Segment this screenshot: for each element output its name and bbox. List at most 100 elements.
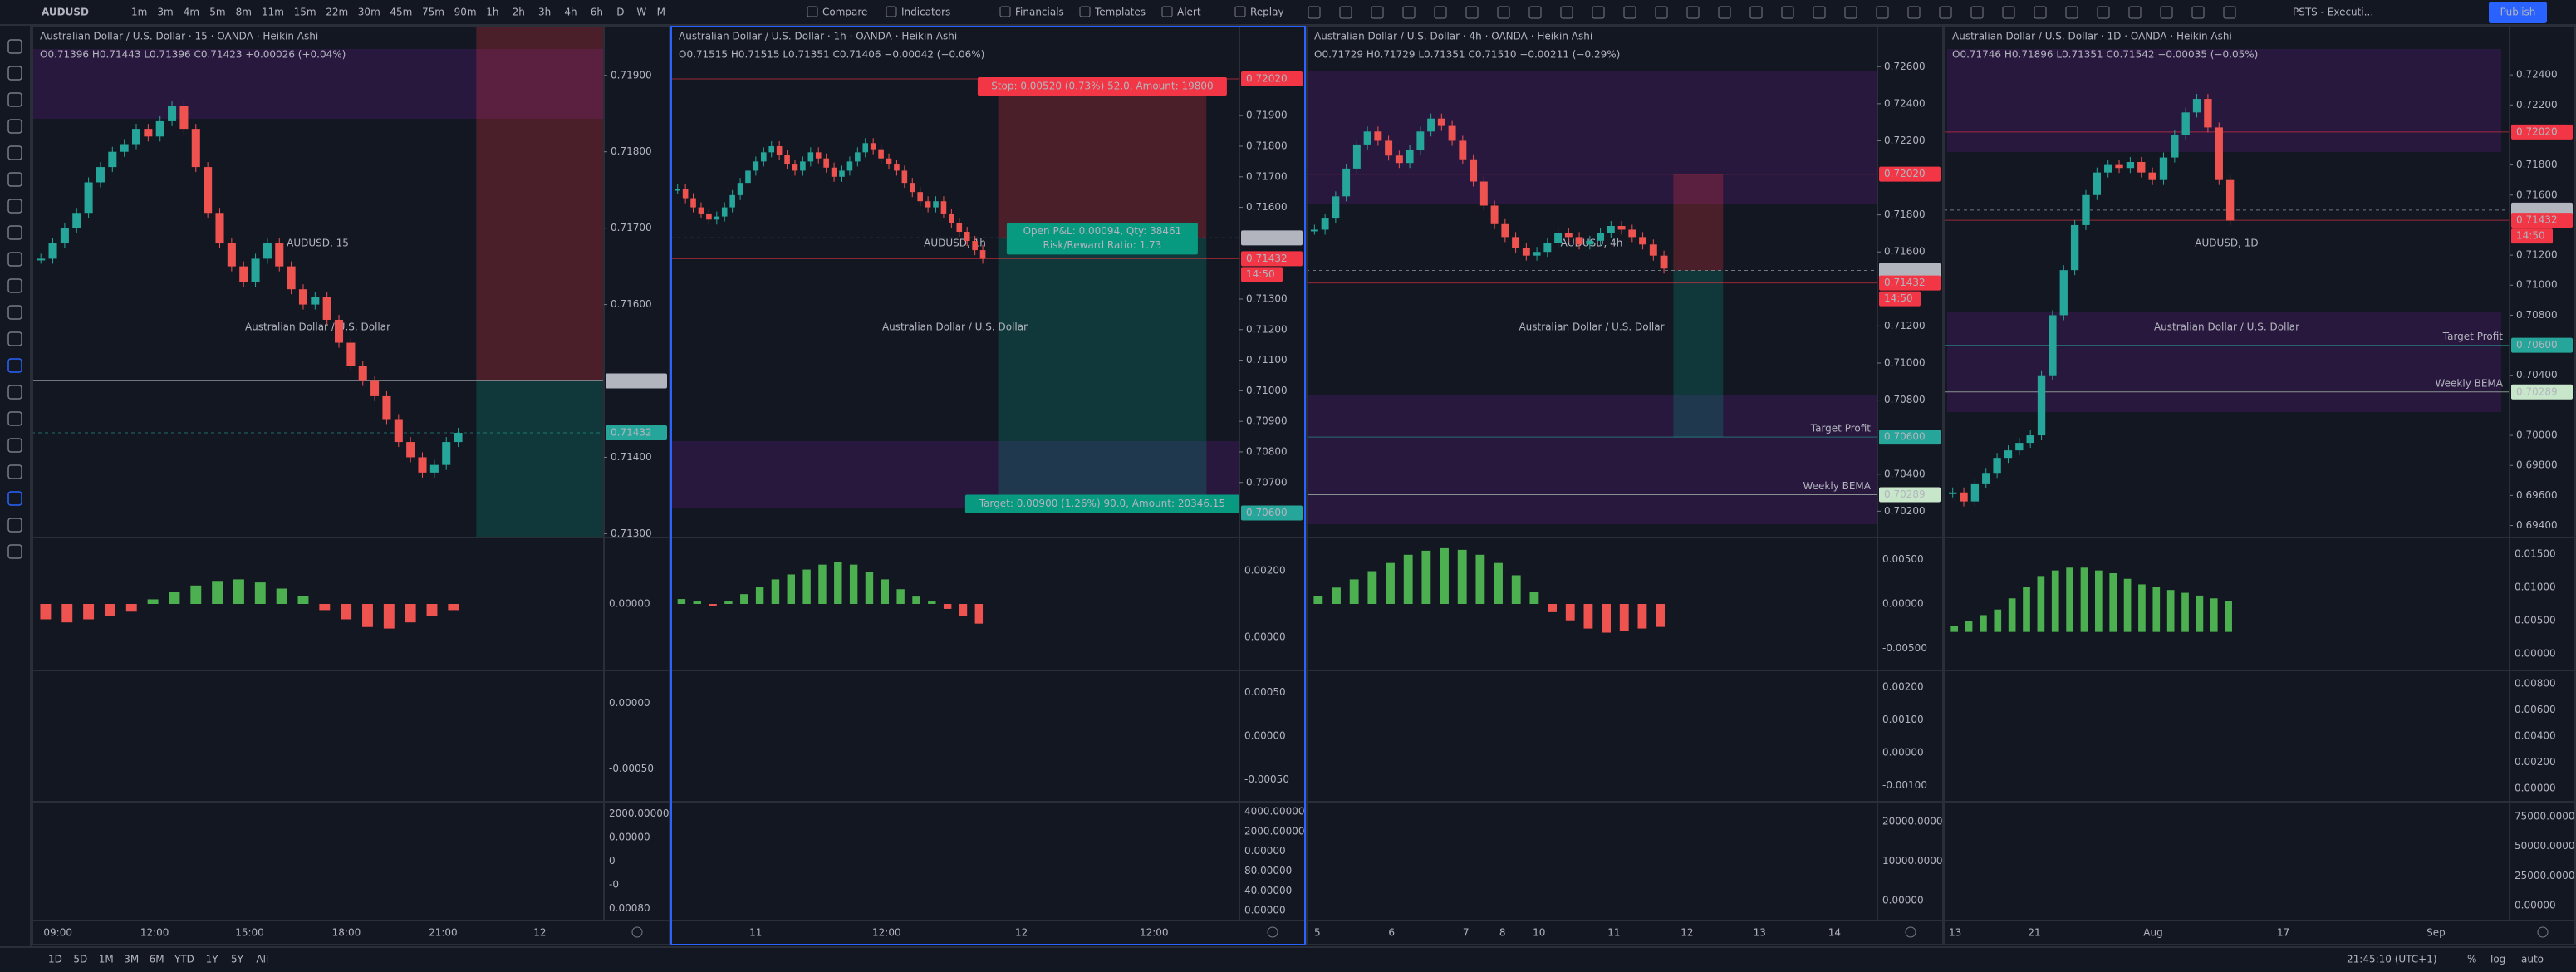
tool-icon[interactable] [2097, 6, 2110, 19]
interval-button[interactable]: M [657, 7, 665, 18]
tool-icon[interactable] [2223, 6, 2236, 19]
drawing-tool[interactable] [7, 518, 22, 533]
tool-icon[interactable] [1592, 6, 1605, 19]
interval-button[interactable]: 22m [326, 7, 348, 18]
drawing-tool[interactable] [7, 39, 22, 54]
interval-button[interactable]: W [636, 7, 646, 18]
tool-icon[interactable] [1970, 6, 1984, 19]
menu-button[interactable]: Templates [1094, 7, 1146, 18]
menu-button[interactable]: Replay [1250, 7, 1284, 18]
range-button[interactable]: 1M [99, 954, 114, 965]
scale-toggle[interactable]: log [2490, 954, 2505, 965]
tool-icon[interactable] [1781, 6, 1794, 19]
drawing-tool[interactable] [7, 199, 22, 214]
tool-icon[interactable] [1907, 6, 1921, 19]
publish-button[interactable]: Publish [2500, 7, 2536, 18]
range-button[interactable]: 5D [73, 954, 87, 965]
interval-button[interactable]: 30m [358, 7, 380, 18]
chart-header[interactable]: Australian Dollar / U.S. Dollar · 15 · O… [40, 31, 318, 42]
chart-header[interactable]: Australian Dollar / U.S. Dollar · 1D · O… [1952, 31, 2232, 42]
tool-icon[interactable] [1876, 6, 1889, 19]
drawing-tool[interactable] [7, 491, 22, 506]
settings-icon[interactable] [2537, 926, 2549, 938]
drawing-tool[interactable] [7, 172, 22, 187]
settings-icon[interactable] [631, 926, 643, 938]
range-button[interactable]: 1D [48, 954, 62, 965]
drawing-tool[interactable] [7, 411, 22, 426]
chart-header[interactable]: Australian Dollar / U.S. Dollar · 1h · O… [679, 31, 957, 42]
drawing-tool[interactable] [7, 358, 22, 373]
menu-button[interactable]: Compare [822, 7, 867, 18]
tool-icon[interactable] [1308, 6, 1321, 19]
drawing-tool[interactable] [7, 145, 22, 160]
drawing-tool[interactable] [7, 385, 22, 400]
tool-icon[interactable] [1339, 6, 1352, 19]
drawing-tool[interactable] [7, 544, 22, 559]
symbol-search[interactable]: AUDUSD [42, 7, 89, 18]
tool-icon[interactable] [1465, 6, 1479, 19]
range-button[interactable]: 3M [124, 954, 139, 965]
range-button[interactable]: 1Y [206, 954, 219, 965]
settings-icon[interactable] [1905, 926, 1916, 938]
interval-button[interactable]: 2h [513, 7, 525, 18]
tool-icon[interactable] [1749, 6, 1763, 19]
range-button[interactable]: YTD [174, 954, 194, 965]
interval-button[interactable]: 75m [422, 7, 444, 18]
tool-icon[interactable] [1718, 6, 1731, 19]
tool-icon[interactable] [1371, 6, 1384, 19]
tool-icon[interactable] [2065, 6, 2078, 19]
range-button[interactable]: All [256, 954, 268, 965]
range-button[interactable]: 6M [150, 954, 164, 965]
settings-icon[interactable] [1267, 926, 1278, 938]
drawing-tool[interactable] [7, 119, 22, 134]
tool-icon[interactable] [2160, 6, 2173, 19]
interval-button[interactable]: 6h [591, 7, 603, 18]
chart-header[interactable]: Australian Dollar / U.S. Dollar · 4h · O… [1314, 31, 1592, 42]
scale-toggle[interactable]: % [2467, 954, 2476, 965]
interval-button[interactable]: 1m [131, 7, 147, 18]
layout-name[interactable]: PSTS - Executi... [2293, 7, 2373, 18]
tool-icon[interactable] [2002, 6, 2015, 19]
tool-icon[interactable] [1686, 6, 1700, 19]
tool-icon[interactable] [1813, 6, 1826, 19]
drawing-tool[interactable] [7, 305, 22, 320]
interval-button[interactable]: 5m [209, 7, 225, 18]
tool-icon[interactable] [1655, 6, 1668, 19]
interval-button[interactable]: 45m [390, 7, 412, 18]
publish-button-bg[interactable] [2489, 2, 2547, 23]
interval-button[interactable]: 4h [564, 7, 577, 18]
tool-icon[interactable] [1528, 6, 1542, 19]
interval-button[interactable]: 11m [262, 7, 284, 18]
tool-icon[interactable] [1623, 6, 1636, 19]
drawing-tool[interactable] [7, 278, 22, 293]
tool-icon[interactable] [2034, 6, 2047, 19]
menu-button[interactable]: Financials [1015, 7, 1064, 18]
interval-button[interactable]: 3m [157, 7, 173, 18]
tool-icon[interactable] [1844, 6, 1857, 19]
drawing-tool[interactable] [7, 92, 22, 107]
tool-icon[interactable] [1497, 6, 1510, 19]
drawing-tool[interactable] [7, 331, 22, 346]
range-button[interactable]: 5Y [231, 954, 244, 965]
drawing-tool[interactable] [7, 464, 22, 479]
interval-button[interactable]: 8m [236, 7, 252, 18]
scale-toggle[interactable]: auto [2521, 954, 2544, 965]
drawing-tool[interactable] [7, 225, 22, 240]
tool-icon[interactable] [1434, 6, 1447, 19]
drawing-tool[interactable] [7, 66, 22, 81]
menu-button[interactable]: Alert [1177, 7, 1201, 18]
interval-button[interactable]: D [616, 7, 624, 18]
menu-button[interactable]: Indicators [901, 7, 950, 18]
interval-button[interactable]: 3h [538, 7, 551, 18]
tool-icon[interactable] [1402, 6, 1416, 19]
drawing-tool[interactable] [7, 438, 22, 453]
interval-button[interactable]: 15m [294, 7, 316, 18]
interval-button[interactable]: 1h [486, 7, 498, 18]
tool-icon[interactable] [2191, 6, 2205, 19]
interval-button[interactable]: 90m [454, 7, 477, 18]
drawing-tool[interactable] [7, 252, 22, 267]
tool-icon[interactable] [2128, 6, 2142, 19]
tool-icon[interactable] [1939, 6, 1952, 19]
tool-icon[interactable] [1560, 6, 1573, 19]
interval-button[interactable]: 4m [184, 7, 199, 18]
